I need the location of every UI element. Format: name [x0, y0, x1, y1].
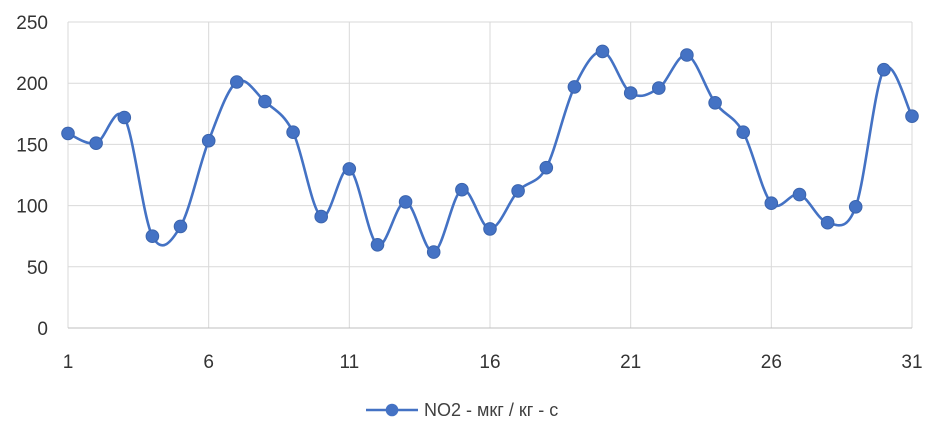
data-point	[287, 126, 300, 139]
data-point	[681, 49, 694, 62]
data-point	[202, 134, 215, 147]
data-point	[512, 185, 525, 198]
x-tick-label: 26	[761, 352, 782, 373]
y-tick-label: 150	[16, 135, 48, 156]
data-point	[371, 239, 384, 252]
data-point	[765, 197, 778, 210]
x-tick-label: 21	[620, 352, 641, 373]
data-point	[118, 111, 131, 124]
data-point	[146, 230, 159, 243]
x-tick-label: 31	[901, 352, 922, 373]
data-point	[568, 81, 581, 94]
data-point	[427, 246, 440, 259]
x-tick-label: 16	[479, 352, 500, 373]
x-tick-label: 11	[339, 352, 359, 373]
data-point	[737, 126, 750, 139]
data-point	[343, 163, 356, 176]
data-point	[821, 216, 834, 229]
x-axis-ticks: 1 6 11 16 21 26 31	[63, 352, 923, 373]
data-point	[906, 110, 919, 123]
data-point	[62, 127, 75, 140]
y-axis-ticks: 0 50 100 150 200 250	[16, 13, 48, 340]
data-point	[709, 97, 722, 110]
legend-marker	[386, 404, 399, 417]
legend: NO2 - мкг / кг - с	[366, 400, 558, 420]
grid-lines	[68, 22, 912, 328]
data-point	[315, 210, 328, 223]
data-point	[878, 63, 891, 76]
y-tick-label: 50	[27, 258, 48, 279]
data-point	[484, 223, 497, 236]
data-point	[399, 196, 412, 209]
y-tick-label: 200	[16, 74, 48, 95]
legend-label-no2: NO2 - мкг / кг - с	[424, 400, 558, 420]
data-point	[653, 82, 666, 95]
x-tick-label: 6	[203, 352, 214, 373]
data-point	[259, 95, 272, 108]
y-tick-label: 0	[37, 319, 48, 340]
data-point	[596, 45, 609, 58]
data-point	[90, 137, 103, 150]
y-tick-label: 250	[16, 13, 48, 34]
data-point	[624, 87, 637, 100]
data-point	[849, 201, 862, 214]
data-point	[540, 161, 553, 174]
data-point	[174, 220, 187, 233]
y-tick-label: 100	[16, 197, 48, 218]
data-point	[793, 188, 806, 201]
data-point	[231, 76, 244, 89]
x-tick-label: 1	[63, 352, 74, 373]
data-point	[456, 183, 469, 196]
